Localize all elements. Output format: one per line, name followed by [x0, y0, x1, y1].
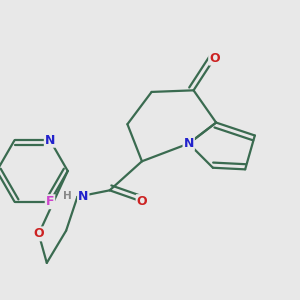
Text: F: F	[46, 195, 54, 208]
Text: N: N	[184, 137, 194, 150]
Text: N: N	[45, 134, 55, 147]
Text: O: O	[33, 227, 44, 240]
Text: O: O	[209, 52, 220, 64]
Text: H: H	[63, 191, 72, 201]
Text: O: O	[136, 195, 147, 208]
Text: N: N	[78, 190, 88, 203]
